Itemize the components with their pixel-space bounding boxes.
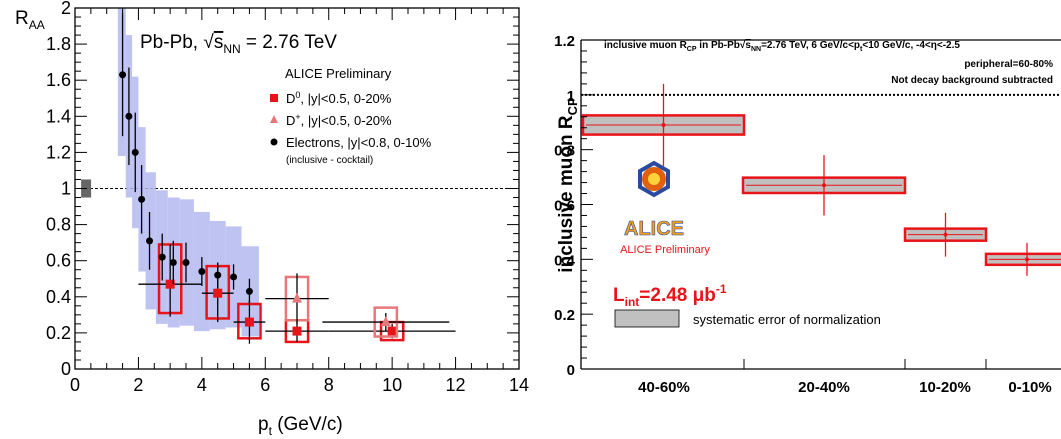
raa-y-tick-label: 0.2 — [46, 323, 71, 343]
alice-logo: ALICE ALICE Preliminary — [620, 160, 710, 256]
raa-x-axis-label: pt (GeV/c) — [258, 414, 343, 438]
legend-label-d0: D0, |y|<0.5, 0-20% — [286, 90, 392, 106]
electron-marker — [169, 259, 177, 267]
rcp-y-tick-label: 0.8 — [554, 143, 575, 160]
electron-marker — [245, 287, 253, 295]
dplus-marker — [292, 292, 302, 303]
rcp-y-tick-label: 0.4 — [554, 252, 576, 269]
legend-marker-electrons — [270, 138, 278, 146]
alice-logo-frame — [638, 160, 670, 198]
raa-x-tick-label: 8 — [324, 375, 334, 395]
alice-logo-text: ALICE — [624, 218, 684, 240]
d0-marker — [387, 326, 397, 336]
raa-y-tick-label: 0.4 — [46, 287, 71, 307]
dplus-marker — [380, 316, 391, 327]
raa-y-tick-label: 0.8 — [46, 215, 71, 235]
rcp-y-axis-label: inclusive muon RCP — [556, 97, 580, 273]
legend-label-dplus: D+, |y|<0.5, 0-20% — [286, 112, 392, 128]
d0-marker — [213, 288, 223, 298]
raa-y-tick-label: 2 — [61, 0, 71, 18]
rcp-data-boxes — [581, 83, 1061, 276]
rcp-y-tick-label: 1 — [567, 88, 575, 105]
raa-x-tick-label: 6 — [260, 375, 270, 395]
raa-x-tick-label: 12 — [446, 375, 466, 395]
d0-marker — [244, 317, 254, 327]
raa-preliminary-label: ALICE Preliminary — [285, 66, 392, 81]
raa-y-tick-label: 0 — [61, 359, 71, 379]
raa-x-tick-label: 14 — [509, 375, 529, 395]
rcp-y-tick-label: 0.6 — [554, 198, 575, 215]
rcp-category-label: 10-20% — [919, 379, 971, 396]
electron-marker — [119, 71, 127, 79]
rcp-y-tick-label: 0.2 — [554, 307, 575, 324]
rcp-annotation-line2: peripheral=60-80% — [964, 59, 1053, 70]
raa-y-tick-label: 1.8 — [46, 34, 71, 54]
rcp-annotation-line3: Not decay background subtracted — [891, 75, 1053, 86]
raa-y-tick-label: 1 — [61, 179, 71, 199]
electron-marker — [214, 271, 222, 279]
rcp-norm-legend-box — [614, 309, 680, 328]
raa-x-tick-label: 2 — [133, 375, 143, 395]
electron-marker — [158, 253, 166, 261]
alice-logo-core — [648, 173, 660, 185]
electron-sys-band-segment — [117, 8, 126, 157]
raa-x-tick-label: 0 — [70, 375, 80, 395]
electron-marker — [138, 195, 146, 203]
electron-marker — [230, 273, 238, 281]
electron-marker — [131, 148, 139, 156]
raa-axes: 0 2 4 6 8 10 12 14 0 0.2 0.4 0.6 0.8 1 1.2 1.4 1.6 1.8 2 — [46, 0, 529, 395]
rcp-marker — [822, 183, 826, 188]
rcp-marker — [1025, 257, 1029, 262]
raa-y-tick-label: 1.4 — [46, 106, 71, 126]
alice-logo-caption: ALICE Preliminary — [620, 244, 710, 256]
raa-y-axis-label: RAA — [15, 8, 45, 32]
legend-label-electrons: Electrons, |y|<0.8, 0-10% — [286, 135, 432, 150]
electron-marker — [182, 259, 190, 267]
raa-x-tick-label: 10 — [382, 375, 402, 395]
raa-system-label: Pb-Pb, √sNN = 2.76 TeV — [140, 32, 337, 56]
raa-panel: 0 2 4 6 8 10 12 14 0 0.2 0.4 0.6 0.8 1 1.2 1.4 1.6 1.8 2 R… — [15, 0, 529, 438]
rcp-marker — [943, 232, 948, 237]
raa-x-tick-label: 4 — [197, 375, 207, 395]
legend-note-electrons: (inclusive - cocktail) — [286, 155, 373, 166]
rcp-annotation-line1: inclusive muon RCP in Pb-Pb√sNN=2.76 TeV… — [604, 40, 960, 53]
rcp-luminosity: Lint=2.48 μb-1 — [613, 282, 727, 309]
rcp-marker — [661, 122, 666, 127]
raa-y-tick-label: 1.2 — [46, 142, 71, 162]
raa-legend: ALICE Preliminary D0, |y|<0.5, 0-20% D+,… — [270, 66, 432, 166]
rcp-y-tick-label: 1.2 — [554, 33, 575, 50]
rcp-category-label: 0-10% — [1008, 379, 1051, 396]
legend-marker-dplus — [270, 115, 278, 123]
electron-systematic-band — [117, 8, 259, 337]
electron-marker — [146, 237, 154, 245]
electron-marker — [125, 112, 133, 120]
electron-marker — [198, 268, 206, 276]
rcp-category-label: 20-40% — [798, 379, 850, 396]
rcp-y-tick-label: 0 — [567, 362, 575, 379]
rcp-panel: 0 0.2 0.4 0.6 0.8 1 1.2 40-60% 20-40% 10-20% 0-10%… — [554, 33, 1061, 396]
rcp-category-label: 40-60% — [638, 379, 690, 396]
d0-marker — [165, 279, 175, 289]
raa-y-tick-label: 0.6 — [46, 251, 71, 271]
rcp-norm-legend-label: systematic error of normalization — [693, 312, 881, 327]
rcp-axes: 0 0.2 0.4 0.6 0.8 1 1.2 40-60% 20-40% 10-20% 0-10% — [554, 33, 1061, 396]
raa-data-points — [119, 13, 456, 344]
raa-y-tick-label: 1.6 — [46, 70, 71, 90]
legend-marker-d0 — [270, 94, 278, 102]
d0-marker — [292, 326, 302, 336]
